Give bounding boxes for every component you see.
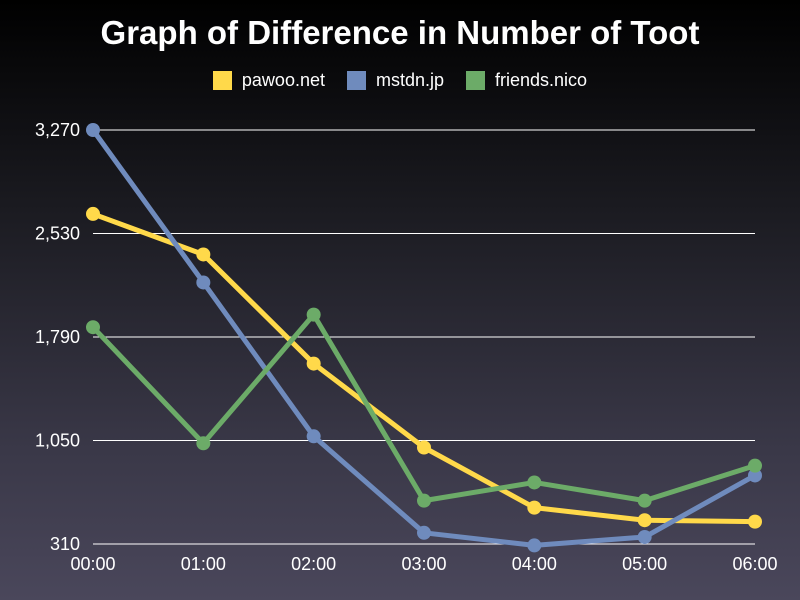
data-point (527, 475, 542, 490)
legend: pawoo.net mstdn.jp friends.nico (0, 70, 800, 91)
data-point (306, 356, 321, 371)
x-tick-label: 01:00 (181, 554, 226, 574)
data-point (748, 514, 762, 529)
x-tick-label: 04:00 (512, 554, 557, 574)
x-tick-label: 06:00 (732, 554, 777, 574)
legend-item-pawoo[interactable]: pawoo.net (212, 70, 325, 91)
data-point (86, 320, 100, 335)
data-point (748, 458, 762, 473)
x-tick-label: 03:00 (401, 554, 446, 574)
x-tick-label: 05:00 (622, 554, 667, 574)
data-point (417, 493, 431, 508)
legend-item-friends[interactable]: friends.nico (466, 70, 587, 91)
series-line (90, 312, 758, 504)
data-point (306, 307, 321, 322)
y-tick-label: 310 (50, 534, 80, 554)
data-point (527, 500, 542, 515)
data-point (86, 206, 100, 221)
x-tick-label: 02:00 (291, 554, 336, 574)
legend-label-mstdn: mstdn.jp (375, 70, 445, 90)
y-tick-label: 1,790 (35, 327, 80, 347)
legend-label-pawoo: pawoo.net (241, 70, 325, 90)
data-point (527, 538, 542, 553)
data-point (196, 436, 211, 451)
data-point (417, 525, 431, 540)
data-point (637, 493, 652, 508)
data-point (748, 468, 762, 483)
data-point (196, 247, 211, 262)
legend-label-friends: friends.nico (495, 70, 588, 90)
x-tick-label: 00:00 (70, 554, 115, 574)
series-line (90, 211, 758, 525)
legend-swatch-friends (466, 71, 486, 90)
data-point (637, 530, 652, 545)
legend-item-mstdn[interactable]: mstdn.jp (346, 70, 445, 91)
series-line (90, 127, 758, 548)
data-point (86, 123, 100, 137)
chart-title: Graph of Difference in Number of Toot (100, 14, 700, 51)
legend-swatch-pawoo (212, 71, 232, 90)
y-tick-label: 1,050 (35, 431, 80, 451)
data-point (417, 440, 431, 455)
data-point (306, 429, 321, 444)
y-tick-label: 3,270 (35, 120, 80, 140)
y-tick-label: 2,530 (35, 224, 80, 244)
legend-swatch-mstdn (346, 71, 366, 90)
data-point (196, 275, 211, 290)
data-point (637, 513, 652, 528)
